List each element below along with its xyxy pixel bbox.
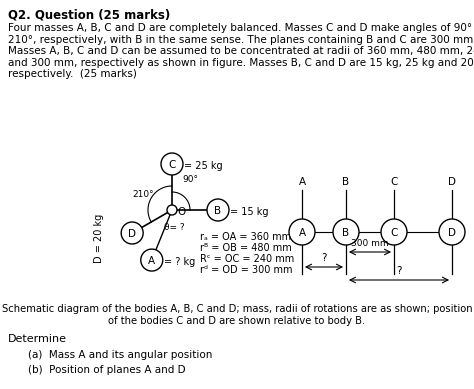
Text: C: C xyxy=(168,160,176,170)
Text: O: O xyxy=(177,207,185,217)
Circle shape xyxy=(207,199,229,221)
Circle shape xyxy=(167,205,177,215)
Text: 300 mm: 300 mm xyxy=(351,239,389,248)
Text: 210°, respectively, with B in the same sense. The planes containing B and C are : 210°, respectively, with B in the same s… xyxy=(8,35,474,44)
Circle shape xyxy=(141,249,163,271)
Text: Q2. Question (25 marks): Q2. Question (25 marks) xyxy=(8,8,170,21)
Text: Four masses A, B, C and D are completely balanced. Masses C and D make angles of: Four masses A, B, C and D are completely… xyxy=(8,23,474,33)
Text: D = 20 kg: D = 20 kg xyxy=(94,214,104,263)
Text: of the bodies C and D are shown relative to body B.: of the bodies C and D are shown relative… xyxy=(109,316,365,326)
Text: B: B xyxy=(342,228,349,238)
Text: A: A xyxy=(299,177,306,187)
Text: D: D xyxy=(448,228,456,238)
Text: A: A xyxy=(299,228,306,238)
Text: (a)  Mass A and its angular position: (a) Mass A and its angular position xyxy=(28,350,212,360)
Text: = 25 kg: = 25 kg xyxy=(184,161,223,171)
Text: rᵈ = OD = 300 mm: rᵈ = OD = 300 mm xyxy=(200,265,292,275)
Text: θ= ?: θ= ? xyxy=(164,223,185,232)
Text: B: B xyxy=(214,206,221,216)
Text: rᴮ = OB = 480 mm: rᴮ = OB = 480 mm xyxy=(200,243,292,253)
Text: C: C xyxy=(390,228,398,238)
Text: respectively.  (25 marks): respectively. (25 marks) xyxy=(8,69,137,79)
Text: ?: ? xyxy=(396,266,402,276)
Text: and 300 mm, respectively as shown in figure. Masses B, C and D are 15 kg, 25 kg : and 300 mm, respectively as shown in fig… xyxy=(8,58,474,68)
Text: C: C xyxy=(390,177,398,187)
Text: Rᶜ = OC = 240 mm: Rᶜ = OC = 240 mm xyxy=(200,254,294,264)
Text: = ? kg: = ? kg xyxy=(164,257,195,267)
Text: 210°: 210° xyxy=(132,190,154,199)
Text: A: A xyxy=(148,256,155,266)
Text: (b)  Position of planes A and D: (b) Position of planes A and D xyxy=(28,365,186,375)
Text: ?: ? xyxy=(321,253,327,263)
Text: D: D xyxy=(448,177,456,187)
Circle shape xyxy=(289,219,315,245)
Text: Schematic diagram of the bodies A, B, C and D; mass, radii of rotations are as s: Schematic diagram of the bodies A, B, C … xyxy=(2,304,472,314)
Circle shape xyxy=(439,219,465,245)
Text: Determine: Determine xyxy=(8,334,67,344)
Text: = 15 kg: = 15 kg xyxy=(230,207,268,217)
Circle shape xyxy=(121,222,143,244)
Text: Masses A, B, C and D can be assumed to be concentrated at radii of 360 mm, 480 m: Masses A, B, C and D can be assumed to b… xyxy=(8,46,474,56)
Text: B: B xyxy=(342,177,349,187)
Circle shape xyxy=(333,219,359,245)
Text: D: D xyxy=(128,229,136,239)
Text: rₐ = OA = 360 mm: rₐ = OA = 360 mm xyxy=(200,232,291,242)
Circle shape xyxy=(161,153,183,175)
Text: 90°: 90° xyxy=(182,175,198,184)
Circle shape xyxy=(381,219,407,245)
